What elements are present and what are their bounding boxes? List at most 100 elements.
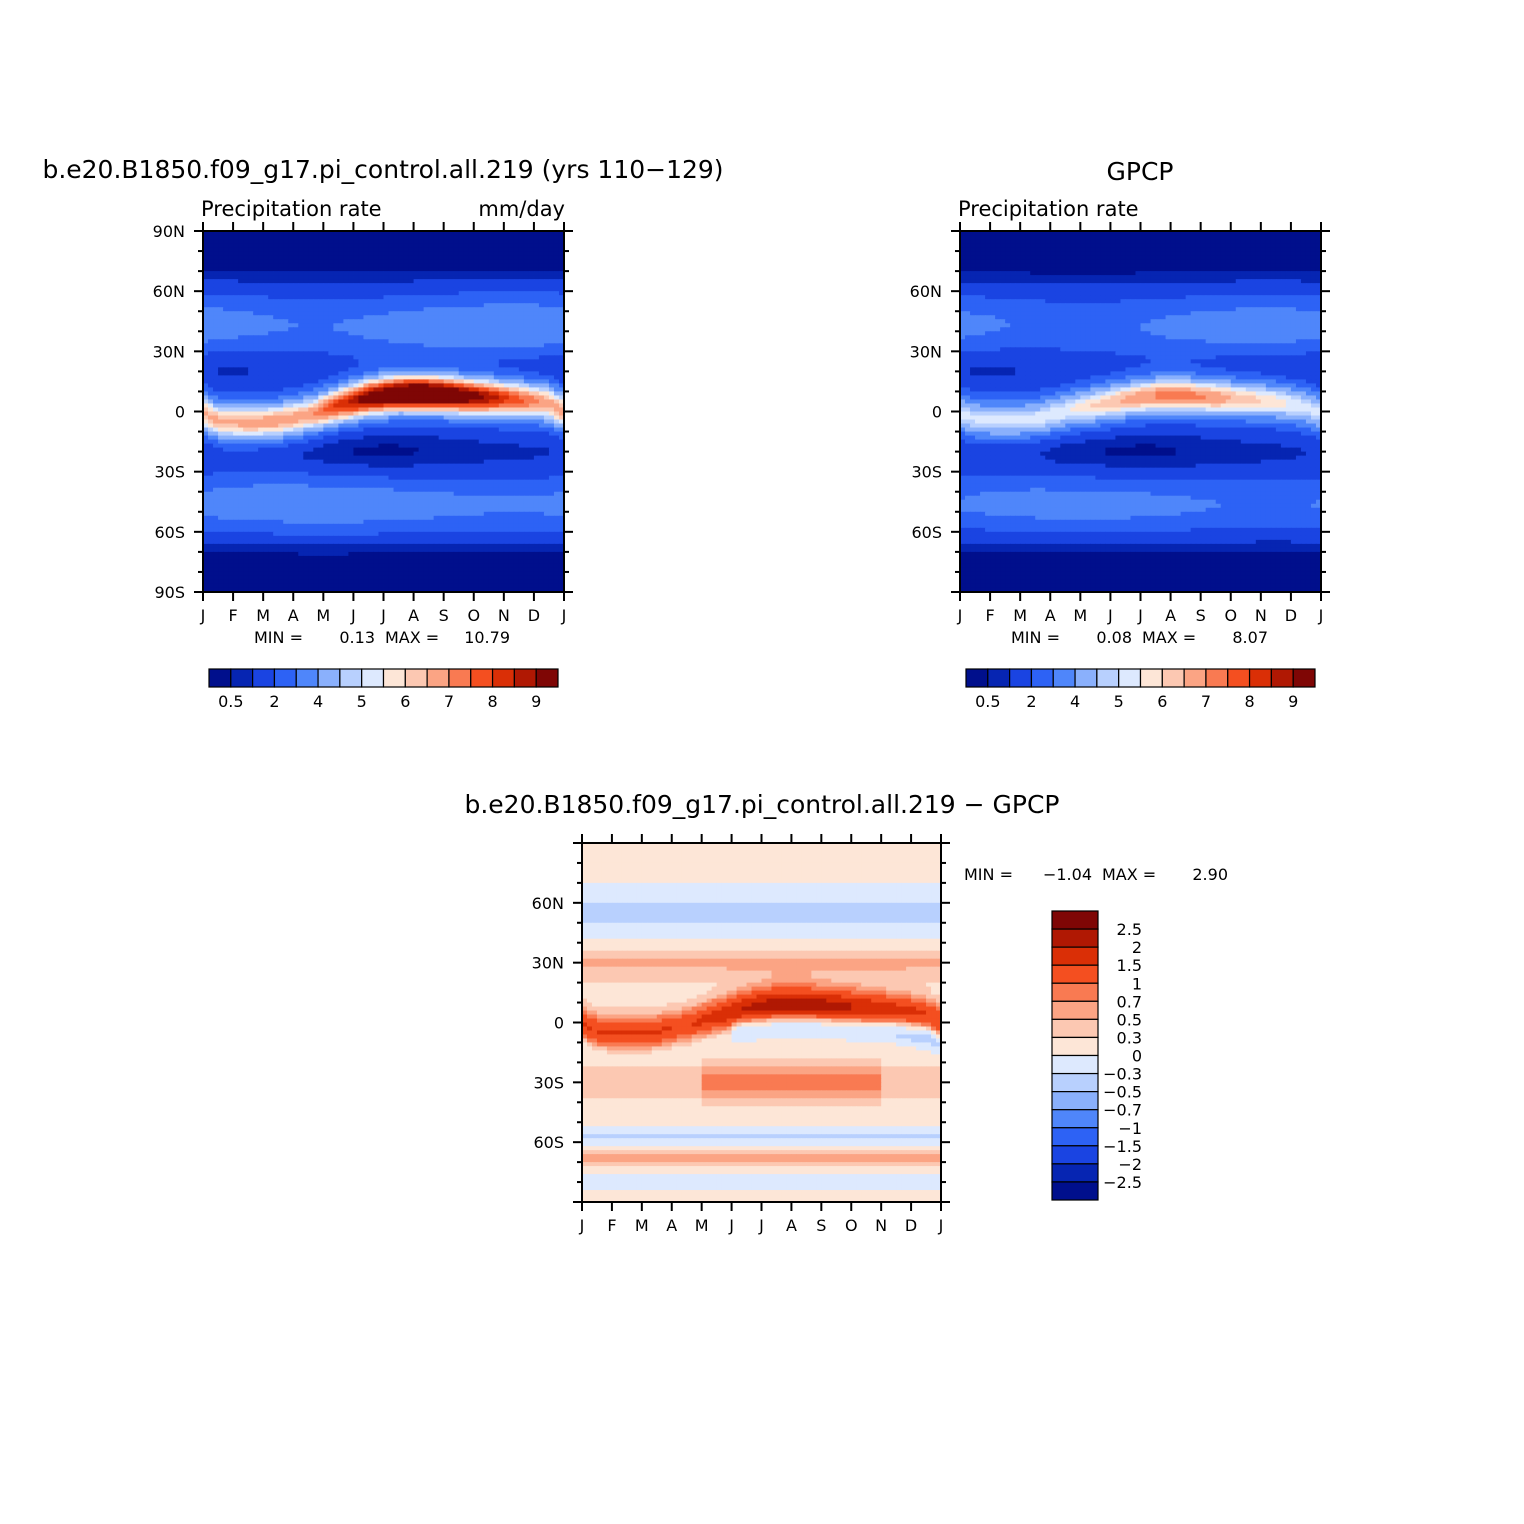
contour-cell [553, 239, 560, 244]
contour-cell [493, 287, 500, 292]
contour-cell [318, 387, 324, 393]
contour-cell [408, 419, 415, 425]
contour-cell [513, 331, 520, 336]
contour-cell [343, 255, 349, 260]
contour-cell [203, 267, 209, 272]
contour-cell [308, 487, 314, 493]
contour-cell [218, 331, 224, 336]
contour-cell [388, 419, 395, 425]
contour-cell [273, 367, 279, 372]
contour-cell [558, 331, 565, 336]
contour-cell [408, 251, 415, 256]
contour-cell [393, 443, 400, 449]
contour-cell [328, 235, 334, 240]
contour-cell [553, 499, 560, 505]
contour-cell [288, 427, 294, 433]
contour-cell [268, 327, 274, 332]
contour-cell [288, 263, 294, 268]
contour-cell [313, 263, 319, 268]
contour-cell [363, 479, 370, 485]
contour-cell [528, 347, 535, 352]
contour-cell [233, 471, 239, 477]
contour-cell [293, 267, 299, 272]
contour-cell [518, 503, 525, 509]
contour-cell [233, 259, 239, 264]
contour-cell [318, 431, 324, 437]
contour-cell [518, 387, 525, 393]
contour-cell [538, 431, 545, 437]
contour-cell [548, 275, 555, 280]
contour-cell [323, 311, 329, 316]
contour-cell [283, 507, 289, 513]
contour-cell [418, 367, 425, 372]
contour-cell [438, 395, 445, 401]
contour-cell [448, 491, 455, 497]
contour-cell [443, 287, 450, 292]
contour-cell [213, 427, 219, 433]
contour-cell [438, 431, 445, 437]
contour-cell [323, 331, 329, 336]
contour-cell [348, 311, 355, 316]
contour-cell [458, 451, 465, 457]
contour-cell [213, 403, 219, 409]
contour-cell [523, 267, 530, 272]
contour-cell [263, 427, 269, 433]
model-contour-plot [203, 231, 565, 593]
contour-cell [388, 487, 395, 493]
contour-cell [323, 347, 329, 352]
contour-cell [323, 327, 329, 332]
contour-cell [203, 427, 209, 433]
contour-cell [373, 251, 380, 256]
contour-cell [308, 479, 314, 485]
contour-cell [498, 387, 505, 393]
contour-cell [443, 323, 450, 328]
contour-cell [508, 439, 515, 445]
contour-cell [338, 411, 344, 417]
contour-cell [428, 479, 435, 485]
contour-cell [443, 375, 450, 381]
contour-cell [233, 267, 239, 272]
contour-cell [288, 323, 294, 328]
contour-cell [238, 375, 244, 381]
contour-cell [483, 255, 490, 260]
contour-cell [268, 287, 274, 292]
contour-cell [533, 459, 540, 465]
contour-cell [328, 503, 334, 509]
contour-cell [528, 479, 535, 485]
contour-cell [323, 335, 329, 340]
model-panel-title: b.e20.B1850.f09_g17.pi_control.all.219 (… [42, 155, 723, 184]
contour-cell [288, 351, 294, 356]
contour-cell [223, 295, 229, 300]
contour-cell [383, 467, 390, 473]
contour-cell [238, 427, 244, 433]
contour-cell [473, 243, 480, 248]
contour-cell [448, 459, 455, 465]
contour-cell [328, 339, 334, 344]
contour-cell [463, 483, 470, 489]
contour-cell [223, 239, 229, 244]
contour-cell [453, 419, 460, 425]
contour-cell [318, 411, 324, 417]
contour-cell [408, 487, 415, 493]
contour-cell [403, 323, 410, 328]
contour-cell [518, 255, 525, 260]
contour-cell [378, 479, 385, 485]
contour-cell [253, 323, 259, 328]
contour-cell [383, 399, 390, 405]
contour-cell [408, 483, 415, 489]
contour-cell [283, 443, 289, 449]
contour-cell [293, 235, 299, 240]
contour-cell [263, 391, 269, 397]
contour-cell [488, 319, 495, 324]
contour-cell [223, 507, 229, 513]
contour-cell [338, 259, 344, 264]
contour-cell [288, 475, 294, 481]
contour-cell [283, 315, 289, 320]
contour-cell [513, 295, 520, 300]
contour-cell [228, 307, 234, 312]
contour-cell [203, 347, 209, 352]
contour-cell [393, 387, 400, 393]
contour-cell [473, 247, 480, 252]
contour-cell [523, 455, 530, 461]
contour-cell [278, 243, 284, 248]
